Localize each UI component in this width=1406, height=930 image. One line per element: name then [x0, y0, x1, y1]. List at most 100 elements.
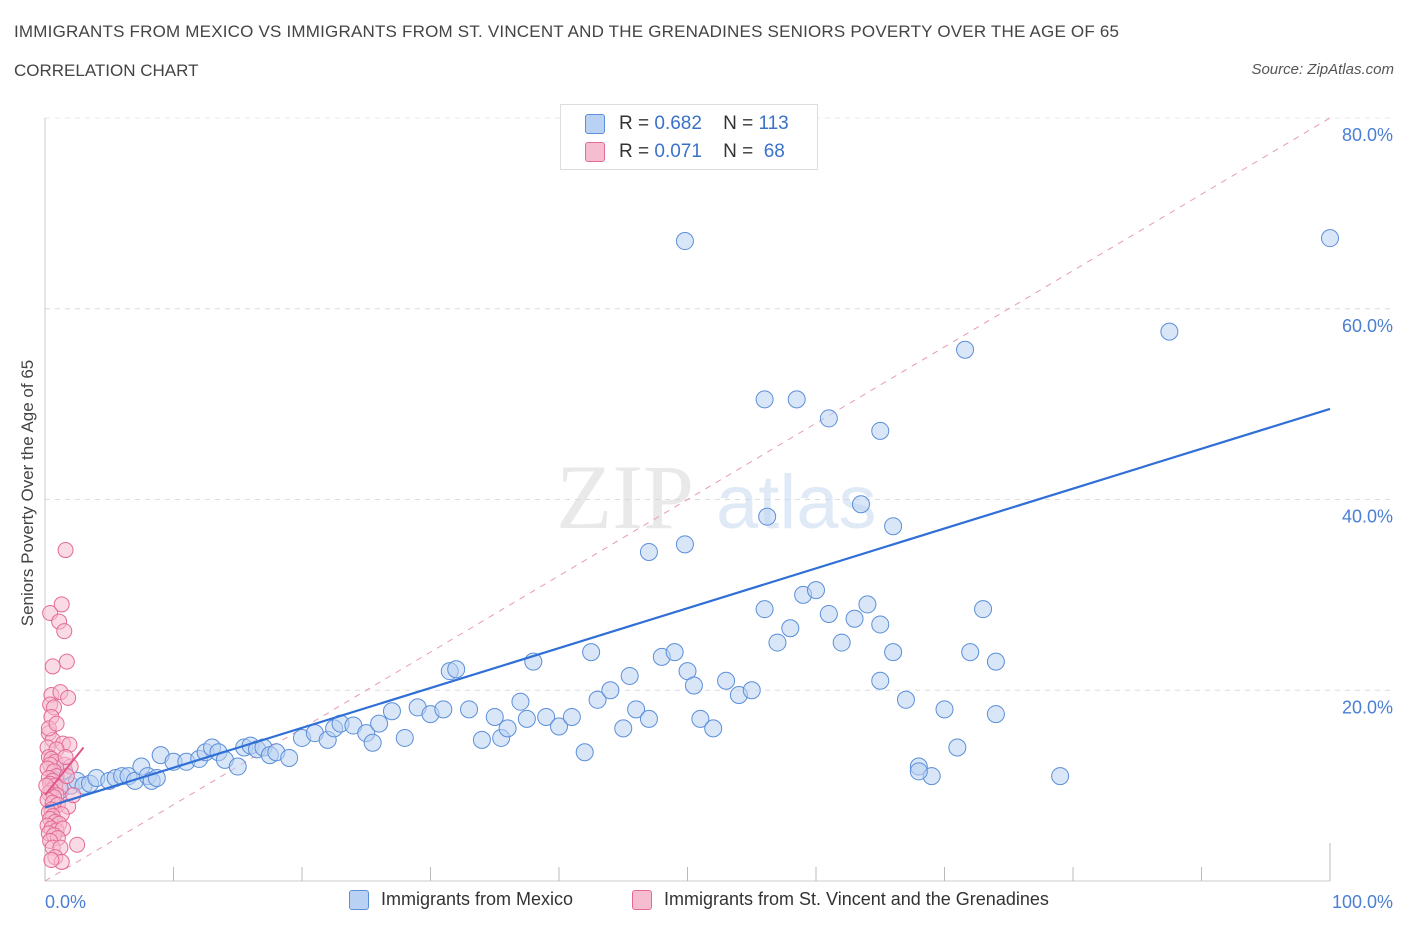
- data-point-svg: [60, 689, 77, 706]
- trend-line-svg: [44, 746, 85, 796]
- data-point-svg: [57, 542, 74, 559]
- data-point-mexico: [511, 692, 530, 711]
- data-point-mexico: [460, 700, 479, 719]
- data-point-mexico: [582, 643, 601, 662]
- y-tick-label: 20.0%: [1342, 697, 1393, 717]
- data-point-mexico: [819, 604, 838, 623]
- data-point-mexico: [787, 390, 806, 409]
- data-point-mexico: [639, 709, 658, 728]
- data-point-mexico: [382, 702, 401, 721]
- data-point-svg: [57, 749, 74, 766]
- data-point-mexico: [871, 671, 890, 690]
- data-point-svg: [56, 623, 73, 640]
- legend-r-label: R =: [619, 141, 650, 162]
- data-point-mexico: [1321, 229, 1339, 248]
- legend-row-svg: R = 0.071 N = 68: [585, 139, 785, 165]
- y-tick-label: 40.0%: [1342, 507, 1393, 527]
- data-point-mexico: [280, 748, 299, 767]
- data-point-mexico: [986, 705, 1005, 724]
- x-tick-label: 0.0%: [45, 892, 86, 912]
- data-point-svg: [43, 852, 60, 869]
- data-point-mexico: [537, 707, 556, 726]
- legend-swatch-svg: [585, 142, 605, 162]
- y-axis-label: Seniors Poverty Over the Age of 65: [18, 359, 37, 627]
- legend-r-label: R =: [619, 113, 650, 134]
- data-point-mexico: [665, 643, 684, 662]
- data-point-svg: [53, 596, 70, 613]
- data-point-mexico: [961, 643, 980, 662]
- data-point-mexico: [395, 728, 414, 747]
- x-tick-label: 100.0%: [1332, 892, 1393, 912]
- data-point-mexico: [704, 719, 723, 738]
- data-point-mexico: [228, 757, 247, 776]
- data-point-mexico: [434, 700, 453, 719]
- data-point-mexico: [370, 714, 389, 733]
- data-point-mexico: [851, 495, 870, 514]
- data-point-mexico: [684, 676, 703, 695]
- source-label: Source: ZipAtlas.com: [1251, 61, 1394, 78]
- data-point-mexico: [601, 681, 620, 700]
- data-point-mexico: [588, 690, 607, 709]
- data-point-mexico: [742, 681, 761, 700]
- data-point-mexico: [562, 707, 581, 726]
- y-tick-labels: 20.0% 40.0% 60.0% 80.0%: [1342, 125, 1393, 717]
- chart-title: IMMIGRANTS FROM MEXICO VS IMMIGRANTS FRO…: [14, 22, 1120, 41]
- grid-lines: [45, 117, 1392, 691]
- data-point-mexico: [675, 232, 694, 251]
- bottom-legend-svg: Immigrants from St. Vincent and the Gren…: [632, 889, 1049, 910]
- legend-r-value: 0.682: [654, 113, 702, 134]
- data-point-mexico: [884, 517, 903, 536]
- data-point-mexico: [1051, 767, 1070, 786]
- data-point-mexico: [832, 633, 851, 652]
- data-point-mexico: [498, 719, 517, 738]
- data-point-mexico: [447, 660, 466, 679]
- chart-subtitle: CORRELATION CHART: [14, 61, 199, 80]
- data-point-mexico: [614, 719, 633, 738]
- legend-r-value: 0.071: [654, 141, 702, 162]
- x-tick-labels: 0.0% 100.0%: [45, 892, 1393, 912]
- data-point-mexico: [768, 633, 787, 652]
- data-point-mexico: [575, 743, 594, 762]
- watermark-atlas: atlas: [716, 460, 877, 545]
- legend-n-value: 113: [758, 113, 789, 134]
- data-point-mexico: [691, 709, 710, 728]
- data-point-mexico: [639, 542, 658, 561]
- watermark-zip: ZIP: [556, 446, 694, 548]
- data-point-mexico: [974, 600, 993, 619]
- data-point-mexico: [620, 666, 639, 685]
- data-point-mexico: [363, 733, 382, 752]
- data-point-mexico: [956, 340, 975, 359]
- data-point-mexico: [755, 390, 774, 409]
- bottom-legend-swatch-mexico: [349, 889, 369, 910]
- data-point-mexico: [472, 730, 491, 749]
- data-point-mexico: [871, 421, 890, 440]
- data-point-mexico: [675, 535, 694, 554]
- data-point-svg: [48, 715, 65, 732]
- reference-line: [44, 117, 1331, 882]
- data-point-mexico: [627, 700, 646, 719]
- watermark: ZIP atlas: [556, 446, 877, 548]
- data-point-mexico: [986, 652, 1005, 671]
- data-point-mexico: [845, 609, 864, 628]
- series-mexico-points: [46, 229, 1339, 800]
- series-svg-points: [38, 542, 86, 870]
- data-point-mexico: [758, 507, 777, 526]
- data-point-mexico: [871, 615, 890, 634]
- legend-n-label: N =: [723, 113, 754, 134]
- data-point-svg: [58, 653, 75, 670]
- trend-lines: [44, 407, 1331, 809]
- data-point-svg: [69, 836, 86, 853]
- data-point-mexico: [717, 671, 736, 690]
- legend-n-label: N =: [723, 141, 754, 162]
- bottom-legend-mexico: Immigrants from Mexico: [349, 889, 573, 910]
- reference-diagonal: [44, 117, 1331, 882]
- trend-line-mexico: [44, 407, 1331, 809]
- data-point-mexico: [807, 581, 825, 600]
- data-point-mexico: [909, 762, 928, 781]
- legend-n-value: 68: [758, 141, 785, 162]
- data-point-mexico: [858, 595, 877, 614]
- data-point-mexico: [819, 409, 838, 428]
- bottom-legend-label-svg: Immigrants from St. Vincent and the Gren…: [664, 889, 1049, 909]
- y-tick-label: 60.0%: [1342, 316, 1393, 336]
